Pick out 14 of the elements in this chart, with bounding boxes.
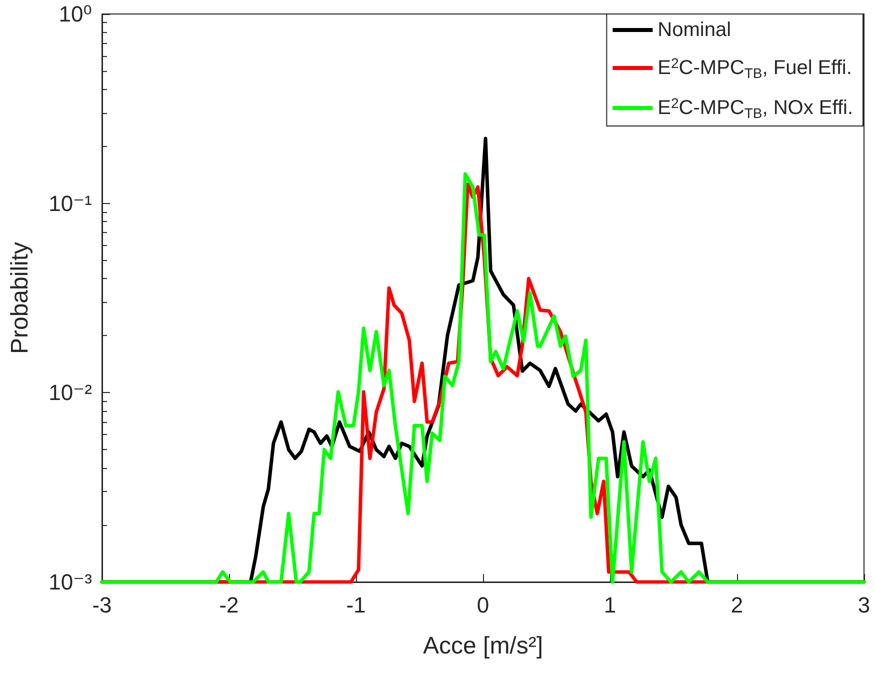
x-tick-label: 1 bbox=[604, 592, 616, 618]
x-tick-label: -3 bbox=[92, 592, 112, 618]
x-tick-label: -2 bbox=[219, 592, 239, 618]
x-tick-label: -1 bbox=[346, 592, 366, 618]
legend-label: Nominal bbox=[658, 19, 732, 41]
y-tick-label: 10⁻¹ bbox=[48, 190, 92, 216]
x-tick-label: 2 bbox=[730, 592, 744, 618]
y-tick-label: 10⁻³ bbox=[48, 570, 92, 594]
y-tick-label: 10⁰ bbox=[58, 2, 92, 26]
y-axis-title: Probability bbox=[6, 242, 34, 354]
x-tick-label: 0 bbox=[476, 592, 490, 618]
y-tick-label: 10⁻² bbox=[48, 380, 92, 406]
x-tick-label: 3 bbox=[858, 592, 870, 618]
x-axis-title: Acce [m/s²] bbox=[422, 632, 544, 660]
